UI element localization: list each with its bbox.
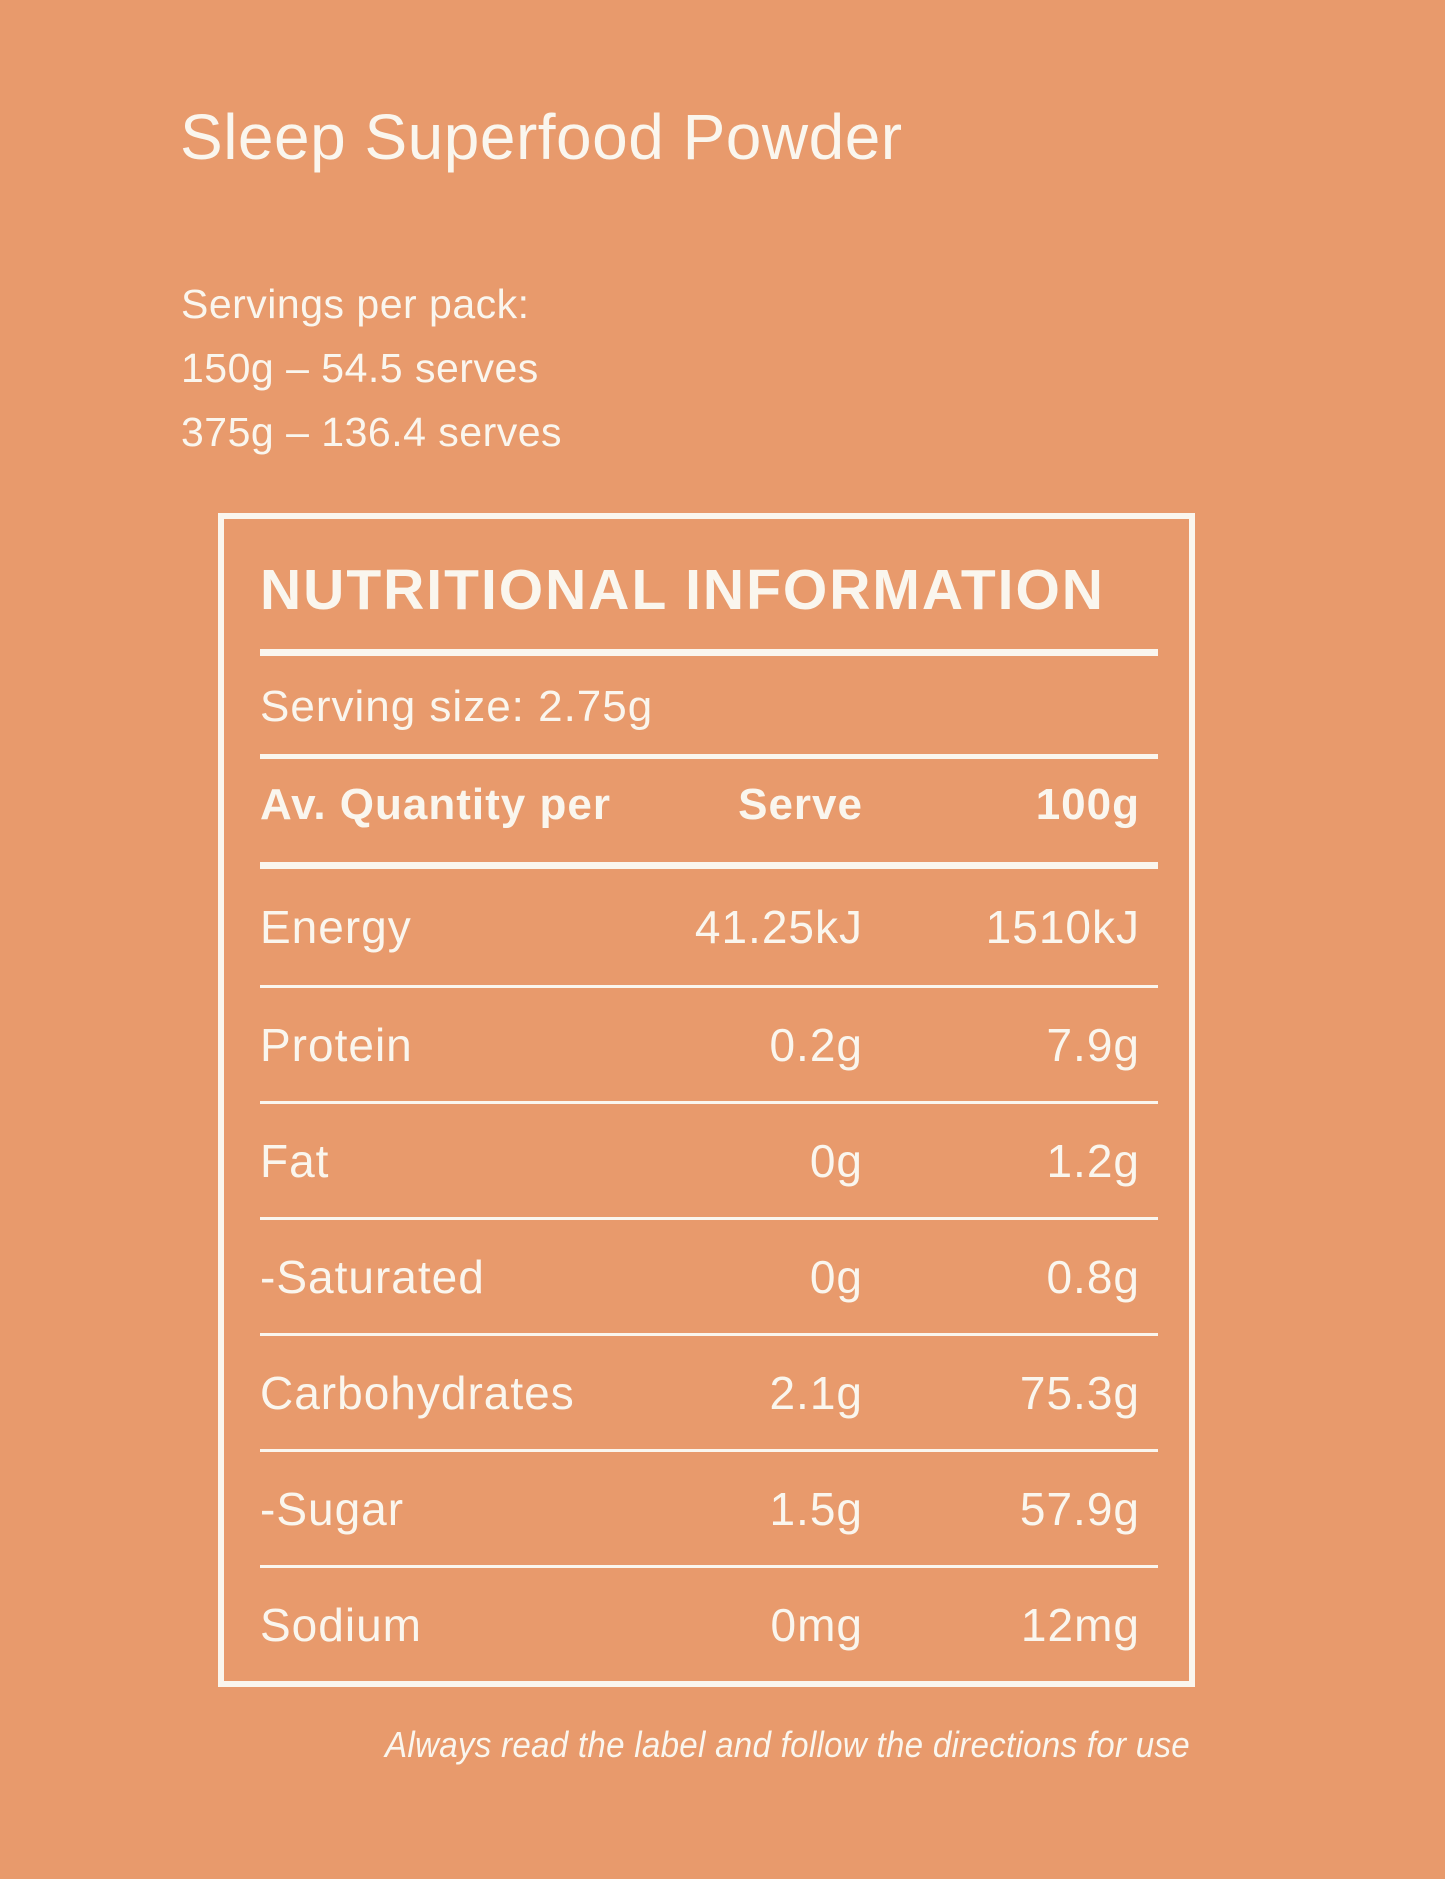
servings-heading: Servings per pack: <box>181 281 530 327</box>
row-serve-value: 0g <box>809 1134 863 1187</box>
column-header-quantity: Av. Quantity per <box>260 780 611 829</box>
row-serve-value: 1.5g <box>769 1482 863 1535</box>
servings-line-375g: 375g – 136.4 serves <box>181 409 563 455</box>
row-100g-value: 1510kJ <box>985 901 1140 953</box>
footer-note: Always read the label and follow the dir… <box>385 1724 1190 1765</box>
row-serve-value: 41.25kJ <box>694 901 863 953</box>
row-label: Protein <box>260 1018 413 1071</box>
divider-under-title <box>260 649 1158 656</box>
row-label: -Saturated <box>260 1250 485 1303</box>
row-100g-value: 57.9g <box>1019 1482 1140 1535</box>
nutrition-table-body: Energy 41.25kJ 1510kJ Protein 0.2g 7.9g … <box>260 869 1158 1681</box>
row-label: Sodium <box>260 1598 422 1651</box>
column-header-100g: 100g <box>1035 780 1140 829</box>
servings-line-150g: 150g – 54.5 serves <box>181 345 539 391</box>
row-serve-value: 0mg <box>770 1598 863 1651</box>
row-label: Energy <box>260 901 412 953</box>
nutrition-panel: NUTRITIONAL INFORMATION Serving size: 2.… <box>218 513 1195 1687</box>
table-header: Av. Quantity per Serve 100g <box>260 759 1158 862</box>
row-serve-value: 2.1g <box>769 1366 863 1419</box>
row-label: -Sugar <box>260 1482 405 1535</box>
table-row: -Sugar 1.5g 57.9g <box>260 1449 1158 1565</box>
row-serve-value: 0g <box>809 1250 863 1303</box>
row-label: Fat <box>260 1134 330 1187</box>
row-label: Carbohydrates <box>260 1366 575 1419</box>
row-serve-value: 0.2g <box>769 1018 863 1071</box>
divider-under-serving-size <box>260 754 1158 759</box>
row-100g-value: 7.9g <box>1046 1018 1140 1071</box>
row-100g-value: 0.8g <box>1046 1250 1140 1303</box>
column-header-serve: Serve <box>738 780 863 829</box>
serving-size: Serving size: 2.75g <box>260 682 654 731</box>
table-row: Energy 41.25kJ 1510kJ <box>260 869 1158 985</box>
table-row: Fat 0g 1.2g <box>260 1101 1158 1217</box>
servings-info: Servings per pack: 150g – 54.5 serves 37… <box>181 272 562 464</box>
row-100g-value: 12mg <box>1020 1598 1140 1651</box>
table-row: -Saturated 0g 0.8g <box>260 1217 1158 1333</box>
table-row: Carbohydrates 2.1g 75.3g <box>260 1333 1158 1449</box>
row-100g-value: 75.3g <box>1019 1366 1140 1419</box>
product-title: Sleep Superfood Powder <box>180 101 903 173</box>
table-row: Protein 0.2g 7.9g <box>260 985 1158 1101</box>
row-100g-value: 1.2g <box>1046 1134 1140 1187</box>
divider-under-header <box>260 862 1158 869</box>
panel-title: NUTRITIONAL INFORMATION <box>260 558 1105 622</box>
table-row: Sodium 0mg 12mg <box>260 1565 1158 1681</box>
